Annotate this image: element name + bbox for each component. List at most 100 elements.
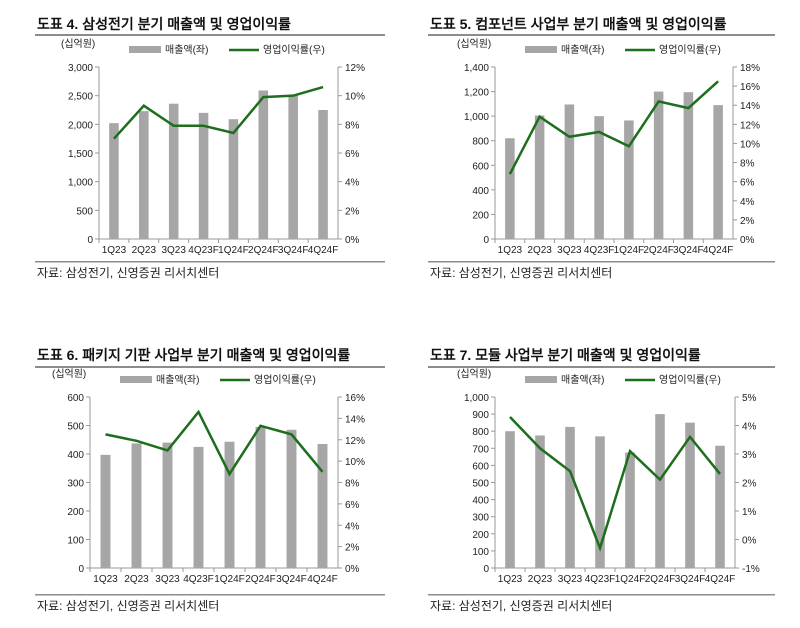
x-tick-label: 4Q23F xyxy=(183,574,214,585)
x-tick-label: 1Q23 xyxy=(498,574,523,585)
x-tick-label: 2Q23 xyxy=(527,245,552,256)
sales-bar xyxy=(535,435,545,568)
x-tick-label: 3Q24F xyxy=(675,574,706,585)
sales-bar xyxy=(685,423,695,568)
sales-bar xyxy=(655,414,665,568)
right-tick-label: 5% xyxy=(742,393,757,404)
sales-bar xyxy=(684,92,694,239)
title-divider xyxy=(35,34,385,36)
source-note: 자료: 삼성전기, 신영증권 리서치센터 xyxy=(430,597,612,614)
x-tick-label: 2Q23 xyxy=(124,574,149,585)
left-tick-label: 1,000 xyxy=(464,393,489,404)
legend-bar-swatch xyxy=(525,376,557,383)
title-divider xyxy=(35,366,385,368)
right-tick-label: 1% xyxy=(742,507,757,518)
left-tick-label: 1,000 xyxy=(68,178,93,189)
x-tick-label: 4Q24F xyxy=(308,245,339,256)
left-tick-label: 800 xyxy=(472,427,489,438)
left-tick-label: 600 xyxy=(472,461,489,472)
x-tick-label: 3Q23 xyxy=(161,245,186,256)
right-tick-label: 14% xyxy=(740,101,760,112)
x-tick-label: 4Q23F xyxy=(585,574,616,585)
sales-bar xyxy=(318,444,328,568)
left-tick-label: 100 xyxy=(67,536,84,547)
title-divider xyxy=(428,366,775,368)
sales-bar xyxy=(101,455,111,568)
left-tick-label: 400 xyxy=(472,186,489,197)
sales-bar xyxy=(288,95,298,239)
x-tick-label: 3Q23 xyxy=(557,245,582,256)
right-tick-label: 2% xyxy=(742,479,757,490)
left-tick-label: 100 xyxy=(472,547,489,558)
left-tick-label: 200 xyxy=(472,210,489,221)
right-tick-label: 2% xyxy=(345,206,360,217)
right-tick-label: 18% xyxy=(740,63,760,74)
right-tick-label: 2% xyxy=(740,216,755,227)
right-tick-label: 6% xyxy=(345,149,360,160)
legend-bar-swatch xyxy=(129,46,161,53)
sales-bar xyxy=(625,453,635,568)
chart-title: 도표 6. 패키지 기판 사업부 분기 매출액 및 영업이익률 xyxy=(37,345,350,365)
right-tick-label: 6% xyxy=(345,500,360,511)
left-tick-label: 700 xyxy=(472,444,489,455)
x-tick-label: 3Q24F xyxy=(278,245,309,256)
x-tick-label: 2Q23 xyxy=(528,574,553,585)
source-note: 자료: 삼성전기, 신영증권 리서치센터 xyxy=(37,597,219,614)
chart-title: 도표 5. 컴포넌트 사업부 분기 매출액 및 영업이익률 xyxy=(430,14,727,34)
left-tick-label: 600 xyxy=(67,393,84,404)
right-tick-label: 6% xyxy=(740,178,755,189)
left-tick-label: 1,500 xyxy=(68,149,93,160)
left-tick-label: 1,400 xyxy=(464,63,489,74)
right-tick-label: 8% xyxy=(740,159,755,170)
left-tick-label: 400 xyxy=(67,450,84,461)
sales-bar xyxy=(194,447,204,568)
x-tick-label: 2Q24F xyxy=(645,574,676,585)
left-tick-label: 1,200 xyxy=(464,88,489,99)
right-tick-label: 12% xyxy=(345,63,365,74)
right-tick-label: 8% xyxy=(345,479,360,490)
sales-bar xyxy=(505,431,515,568)
x-tick-label: 1Q23 xyxy=(102,245,127,256)
left-tick-label: 200 xyxy=(67,507,84,518)
sales-bar xyxy=(139,111,149,239)
x-tick-label: 2Q23 xyxy=(132,245,157,256)
unit-label: (십억원) xyxy=(61,38,95,50)
right-tick-label: 2% xyxy=(345,543,360,554)
right-tick-label: 4% xyxy=(345,178,360,189)
unit-label: (십억원) xyxy=(52,368,86,380)
sales-bar xyxy=(259,91,269,239)
x-tick-label: 4Q24F xyxy=(705,574,736,585)
legend-bar-swatch xyxy=(120,376,152,383)
left-tick-label: 1,000 xyxy=(464,112,489,123)
sales-bar xyxy=(199,113,209,239)
source-divider xyxy=(428,594,775,596)
x-tick-label: 3Q24F xyxy=(673,245,704,256)
x-tick-label: 1Q23 xyxy=(498,245,523,256)
sales-bar xyxy=(229,119,239,239)
source-note: 자료: 삼성전기, 신영증권 리서치센터 xyxy=(37,264,219,281)
x-tick-label: 1Q24F xyxy=(614,245,645,256)
right-tick-label: 0% xyxy=(740,235,755,246)
sales-bar xyxy=(132,443,142,568)
source-divider xyxy=(428,261,775,263)
sales-bar xyxy=(256,427,266,568)
source-divider xyxy=(35,594,385,596)
right-tick-label: 8% xyxy=(345,120,360,131)
chart-title: 도표 7. 모듈 사업부 분기 매출액 및 영업이익률 xyxy=(430,345,701,365)
sales-bar xyxy=(109,123,119,239)
left-tick-label: 200 xyxy=(472,530,489,541)
x-tick-label: 2Q24F xyxy=(643,245,674,256)
x-tick-label: 3Q24F xyxy=(276,574,307,585)
x-tick-label: 4Q23F xyxy=(584,245,615,256)
sales-bar xyxy=(225,442,235,568)
left-tick-label: 0 xyxy=(87,235,93,246)
x-tick-label: 3Q23 xyxy=(558,574,583,585)
x-tick-label: 3Q23 xyxy=(155,574,180,585)
sales-bar xyxy=(287,430,297,568)
left-tick-label: 0 xyxy=(483,235,489,246)
sales-bar xyxy=(715,446,725,568)
right-tick-label: 16% xyxy=(740,82,760,93)
x-tick-label: 4Q23F xyxy=(188,245,219,256)
right-tick-label: 10% xyxy=(345,92,365,103)
